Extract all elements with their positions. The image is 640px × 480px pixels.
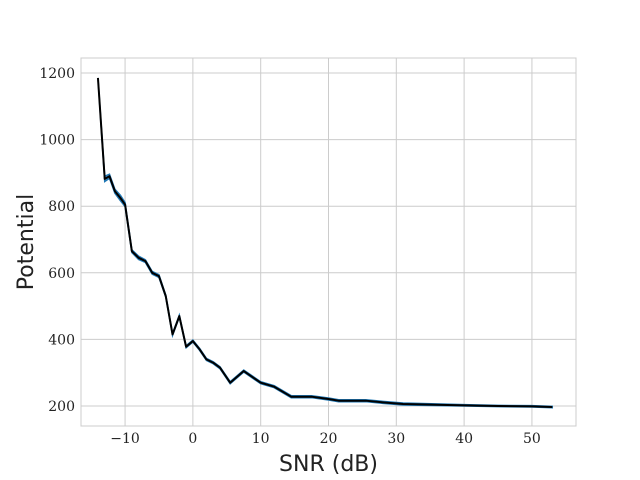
y-tick-label: 800 [48, 199, 75, 215]
x-tick-labels: −10 0 10 20 30 40 50 [110, 431, 541, 447]
x-tick-label: 20 [320, 431, 338, 447]
y-axis-label: Potential [14, 194, 39, 290]
x-tick-label: 10 [252, 431, 270, 447]
grid [81, 58, 576, 426]
y-tick-label: 600 [48, 266, 75, 282]
y-tick-label: 400 [48, 332, 75, 348]
y-tick-label: 1200 [39, 66, 75, 82]
x-tick-label: 30 [387, 431, 405, 447]
series-line [96, 77, 553, 409]
x-tick-label: 50 [523, 431, 541, 447]
y-tick-label: 1000 [39, 133, 75, 149]
x-tick-label: −10 [110, 431, 140, 447]
plot-frame [80, 57, 577, 427]
x-axis-label: SNR (dB) [279, 452, 378, 477]
series-band [97, 77, 554, 409]
y-tick-labels: 200 400 600 800 1000 1200 [39, 66, 75, 415]
series-polyline [96, 77, 553, 409]
x-tick-label: 0 [188, 431, 197, 447]
confidence-band [97, 77, 554, 409]
y-tick-label: 200 [48, 399, 75, 415]
x-tick-label: 40 [455, 431, 473, 447]
